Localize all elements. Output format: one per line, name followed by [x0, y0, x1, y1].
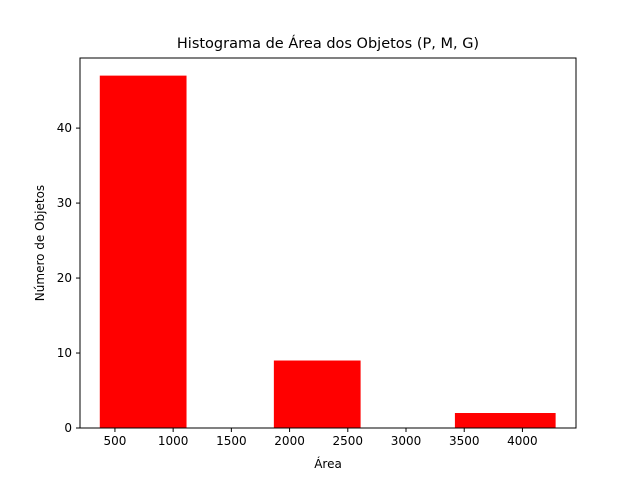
- plot-area-frame: [79, 57, 577, 429]
- x-tick-label: 2000: [274, 434, 305, 448]
- x-axis-label: Área: [314, 456, 342, 471]
- x-tick-label: 2500: [333, 434, 364, 448]
- histogram-bar-2: [273, 360, 361, 428]
- y-tick-label: 0: [64, 421, 72, 435]
- y-tick-label: 10: [57, 346, 72, 360]
- x-tick-label: 1000: [158, 434, 189, 448]
- bars-layer: [99, 75, 556, 429]
- y-tick-label: 30: [57, 196, 72, 210]
- y-tick-label: 40: [57, 121, 72, 135]
- histogram-bar-3: [454, 413, 556, 428]
- x-tick-label: 500: [103, 434, 126, 448]
- x-tick-label: 1500: [216, 434, 247, 448]
- x-axis-ticks: 500 1000 1500 2000 2500 3000 3500 4000: [103, 428, 538, 448]
- histogram-bar-1: [99, 75, 187, 429]
- x-tick-label: 4000: [507, 434, 538, 448]
- chart-title: Histograma de Área dos Objetos (P, M, G): [177, 35, 479, 52]
- x-tick-label: 3000: [391, 434, 422, 448]
- y-axis-label: Número de Objetos: [33, 185, 47, 301]
- y-axis-ticks: 0 10 20 30 40: [57, 121, 80, 435]
- y-tick-label: 20: [57, 271, 72, 285]
- x-tick-label: 3500: [449, 434, 480, 448]
